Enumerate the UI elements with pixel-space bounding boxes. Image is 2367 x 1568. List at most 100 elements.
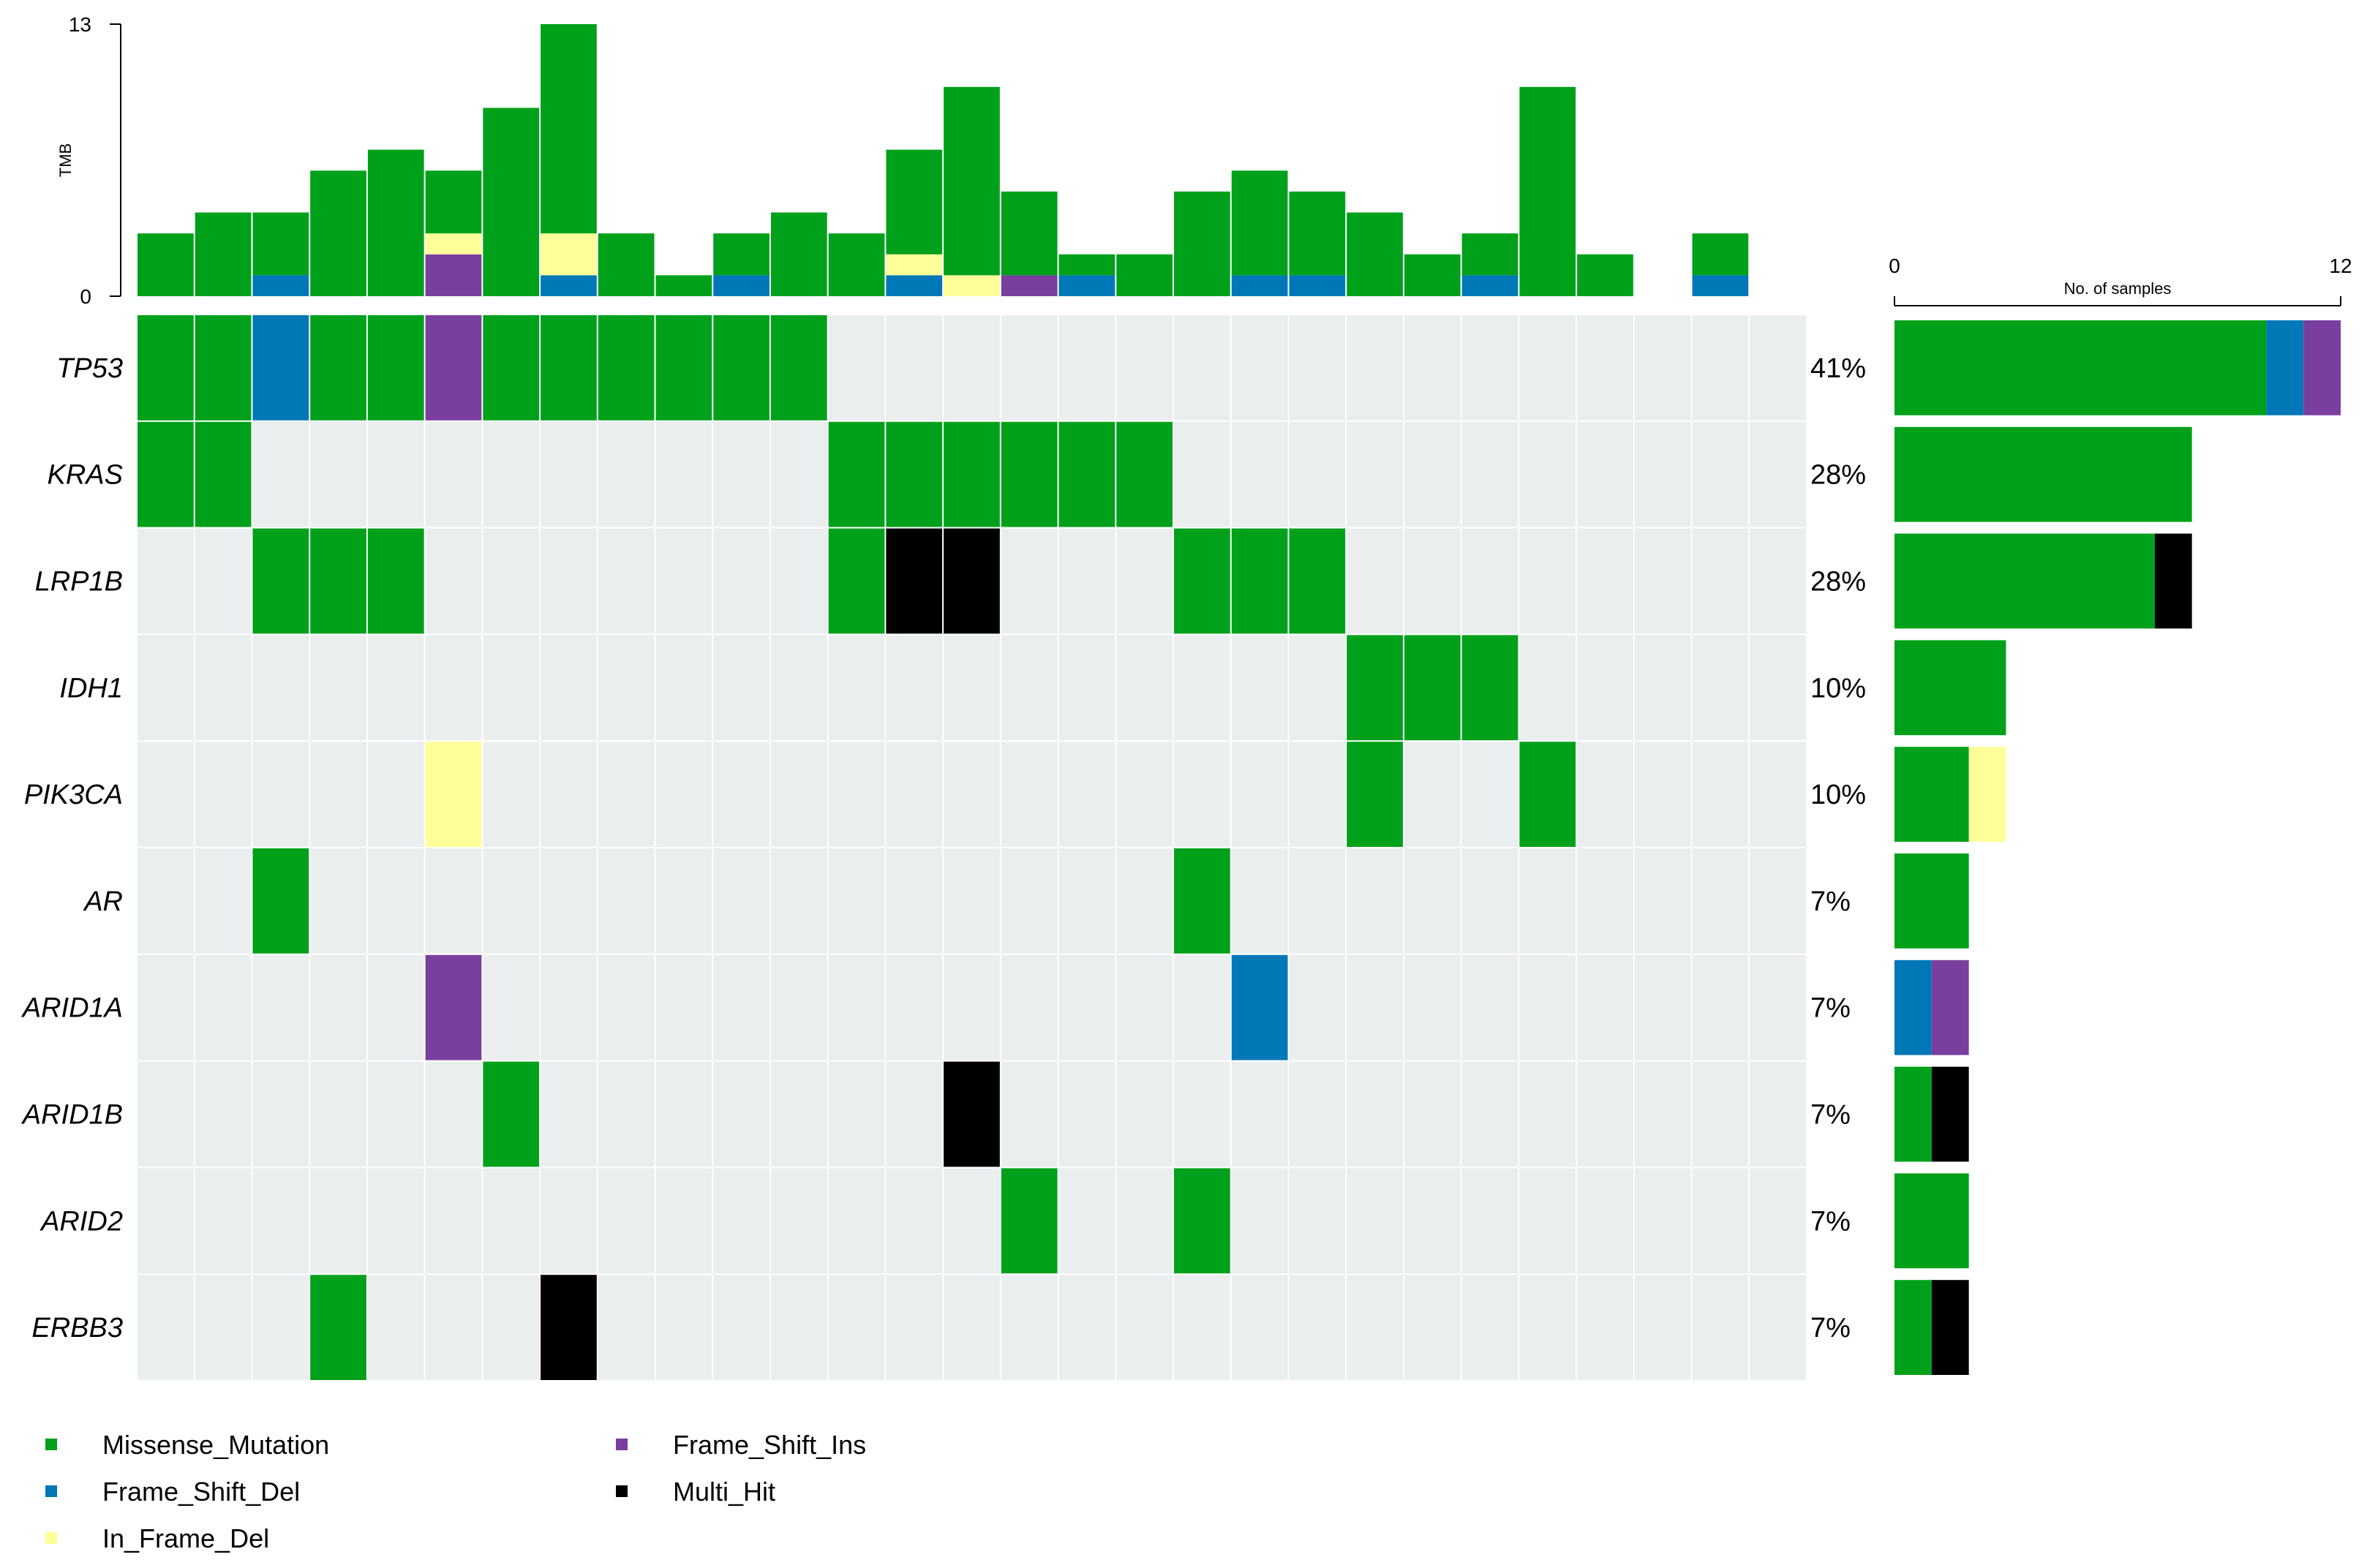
pct-label-kras: 28% <box>1810 460 1866 491</box>
cell-tp53-14 <box>886 315 943 421</box>
cell-idh1-6 <box>425 635 482 741</box>
cell-ar-10 <box>655 848 712 954</box>
cell-idh1-24 <box>1461 635 1519 741</box>
cell-idh1-3 <box>252 635 309 741</box>
cell-lrp1b-10 <box>655 528 712 634</box>
cell-arid2-13 <box>828 1168 885 1274</box>
tmb-bar-15-missense_mutation <box>944 86 1000 276</box>
cell-kras-22 <box>1347 421 1403 527</box>
cell-kras-15 <box>944 421 1000 527</box>
cell-idh1-12 <box>770 635 827 741</box>
cell-tp53-18 <box>1116 315 1173 421</box>
cell-ar-28 <box>1692 848 1749 954</box>
cell-tp53-6 <box>425 315 482 421</box>
tmb-bar-20-missense_mutation <box>1231 170 1288 276</box>
cell-arid1a-5 <box>367 954 424 1060</box>
cell-pik3ca-12 <box>770 742 827 847</box>
tmb-bar-18-missense_mutation <box>1116 254 1173 296</box>
tmb-bar-26-missense_mutation <box>1577 254 1633 296</box>
cell-tp53-4 <box>310 315 366 421</box>
cell-ar-3 <box>252 848 309 954</box>
gene-bar-arid1b-multi_hit <box>1931 1066 1969 1162</box>
gene-bar-arid2-missense_mutation <box>1894 1173 1969 1269</box>
cell-arid2-20 <box>1231 1168 1288 1274</box>
gene-label-idh1: IDH1 <box>59 673 123 704</box>
cell-arid1a-29 <box>1750 954 1806 1060</box>
tmb-bar-3-missense_mutation <box>252 212 309 276</box>
cell-pik3ca-25 <box>1519 742 1576 847</box>
tmb-bar-24-missense_mutation <box>1461 233 1519 276</box>
tmb-bar-6-in_frame_del <box>425 233 482 255</box>
cell-arid1b-15 <box>944 1061 1000 1167</box>
cell-erbb3-25 <box>1519 1275 1576 1380</box>
cell-idh1-9 <box>598 635 655 741</box>
tmb-bar-28-frame_shift_del <box>1692 275 1749 296</box>
tmb-bar-2-missense_mutation <box>195 212 252 296</box>
cell-idh1-15 <box>944 635 1000 741</box>
gene-count-bars <box>1894 320 2341 1375</box>
tmb-bar-9-missense_mutation <box>598 233 655 296</box>
cell-pik3ca-28 <box>1692 742 1749 847</box>
cell-arid2-25 <box>1519 1168 1576 1274</box>
cell-arid2-18 <box>1116 1168 1173 1274</box>
cell-lrp1b-14 <box>886 528 943 634</box>
cell-arid2-27 <box>1634 1168 1691 1274</box>
cell-arid1a-15 <box>944 954 1000 1060</box>
tmb-bar-3-frame_shift_del <box>252 275 309 296</box>
cell-ar-19 <box>1174 848 1230 954</box>
cell-tp53-7 <box>483 315 540 421</box>
cell-pik3ca-9 <box>598 742 655 847</box>
cell-erbb3-3 <box>252 1275 309 1380</box>
cell-arid1a-10 <box>655 954 712 1060</box>
cell-lrp1b-28 <box>1692 528 1749 634</box>
cell-pik3ca-5 <box>367 742 424 847</box>
gene-label-tp53: TP53 <box>56 353 123 384</box>
cell-kras-10 <box>655 421 712 527</box>
cell-tp53-25 <box>1519 315 1576 421</box>
cell-ar-15 <box>944 848 1000 954</box>
cell-erbb3-13 <box>828 1275 885 1380</box>
cell-pik3ca-1 <box>138 742 194 847</box>
gene-label-arid2: ARID2 <box>39 1206 123 1237</box>
cell-arid1a-12 <box>770 954 827 1060</box>
pct-label-tp53: 41% <box>1810 353 1866 384</box>
gene-bar-tp53-frame_shift_ins <box>2303 320 2341 415</box>
cell-arid1b-26 <box>1577 1061 1633 1167</box>
cell-idh1-26 <box>1577 635 1633 741</box>
cell-pik3ca-21 <box>1289 742 1346 847</box>
tmb-bar-12-missense_mutation <box>770 212 827 296</box>
cell-arid1b-13 <box>828 1061 885 1167</box>
cell-arid2-23 <box>1404 1168 1461 1274</box>
tmb-axis: 13 0 TMB <box>56 13 121 308</box>
cell-arid1b-18 <box>1116 1061 1173 1167</box>
cell-ar-29 <box>1750 848 1806 954</box>
legend-swatch-missense_mutation <box>45 1439 57 1450</box>
cell-tp53-16 <box>1001 315 1058 421</box>
cell-erbb3-24 <box>1461 1275 1519 1380</box>
cell-arid1b-21 <box>1289 1061 1346 1167</box>
cell-idh1-8 <box>541 635 597 741</box>
tmb-bar-8-in_frame_del <box>541 233 597 276</box>
cell-erbb3-16 <box>1001 1275 1058 1380</box>
cell-idh1-1 <box>138 635 194 741</box>
cell-tp53-29 <box>1750 315 1806 421</box>
cell-ar-9 <box>598 848 655 954</box>
cell-pik3ca-20 <box>1231 742 1288 847</box>
cell-kras-18 <box>1116 421 1173 527</box>
gene-bar-kras-missense_mutation <box>1894 426 2192 522</box>
cell-arid1a-2 <box>195 954 252 1060</box>
gene-label-arid1a: ARID1A <box>21 993 123 1024</box>
cell-kras-17 <box>1058 421 1115 527</box>
cell-pik3ca-29 <box>1750 742 1806 847</box>
cell-kras-13 <box>828 421 885 527</box>
cell-arid1a-24 <box>1461 954 1519 1060</box>
cell-idh1-21 <box>1289 635 1346 741</box>
cell-erbb3-14 <box>886 1275 943 1380</box>
legend-label-frame_shift_del: Frame_Shift_Del <box>102 1477 300 1507</box>
legend: Missense_Mutation Frame_Shift_Del In_Frame… <box>45 1430 866 1553</box>
cell-arid1a-19 <box>1174 954 1230 1060</box>
cell-erbb3-5 <box>367 1275 424 1380</box>
cell-erbb3-9 <box>598 1275 655 1380</box>
tmb-tick-min: 0 <box>80 285 91 308</box>
